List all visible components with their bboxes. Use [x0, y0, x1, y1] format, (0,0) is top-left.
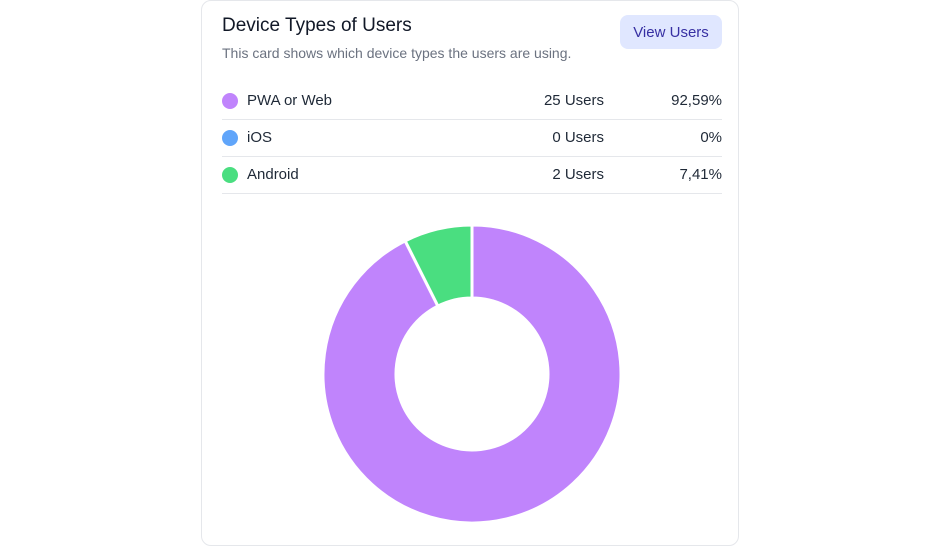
legend-row-ios: iOS 0 Users 0% [222, 120, 722, 157]
pwa-web-color-dot [222, 93, 238, 109]
legend-percent: 7,41% [679, 166, 722, 183]
legend-percent: 92,59% [671, 92, 722, 109]
legend-label: PWA or Web [247, 92, 333, 109]
legend-row-android: Android 2 Users 7,41% [222, 157, 722, 194]
ios-color-dot [222, 130, 238, 146]
legend-count: 25 Users [543, 92, 604, 109]
view-users-button[interactable]: View Users [620, 15, 722, 49]
legend-count: 0 Users [552, 129, 604, 146]
card-title: Device Types of Users [222, 15, 412, 36]
legend-count: 2 Users [552, 166, 604, 183]
legend-percent: 0% [700, 129, 722, 146]
donut-slice-android[interactable] [403, 223, 474, 308]
device-legend: PWA or Web 25 Users 92,59% iOS 0 Users 0… [222, 83, 722, 194]
legend-label: iOS [247, 129, 273, 146]
card-subtitle: This card shows which device types the u… [222, 45, 572, 61]
donut-chart [321, 223, 623, 525]
donut-slice-pwa-or-web[interactable] [321, 223, 623, 525]
legend-row-pwa-web: PWA or Web 25 Users 92,59% [222, 83, 722, 120]
android-color-dot [222, 167, 238, 183]
device-types-card: Device Types of Users This card shows wh… [201, 0, 739, 546]
legend-label: Android [247, 166, 299, 183]
